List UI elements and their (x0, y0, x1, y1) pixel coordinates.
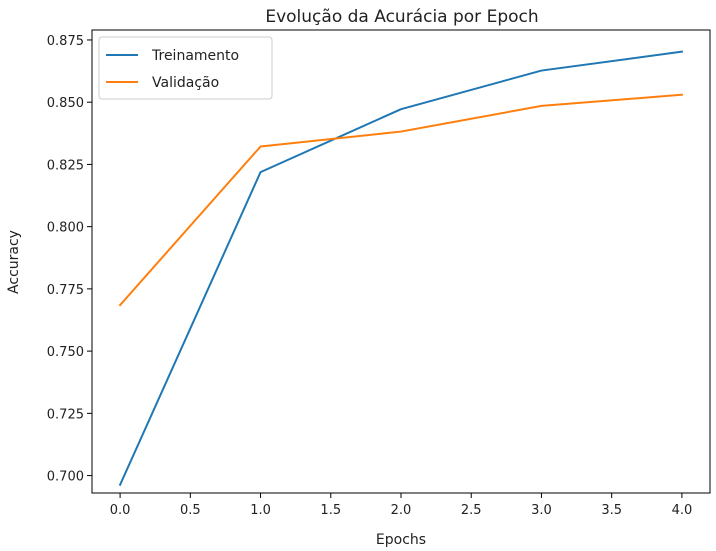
x-tick-label: 0.0 (110, 503, 131, 518)
legend-label: Validação (152, 75, 219, 91)
legend: Treinamento Validação (98, 36, 273, 100)
legend-label: Treinamento (151, 48, 239, 64)
legend-box (98, 36, 273, 100)
x-axis-ticks: 0.0 0.5 1.0 1.5 2.0 2.5 3.0 3.5 4.0 (110, 493, 693, 518)
series-line-validacao (118, 93, 683, 307)
x-tick-label: 3.0 (531, 503, 552, 518)
y-tick-label: 0.750 (47, 345, 84, 360)
x-tick-label: 0.5 (180, 503, 201, 518)
x-tick-label: 4.0 (672, 503, 693, 518)
x-tick-label: 3.5 (601, 503, 622, 518)
y-tick-label: 0.850 (47, 96, 84, 111)
y-axis-ticks: 0.700 0.725 0.750 0.775 0.800 0.825 0.850 0.875 (47, 34, 92, 485)
x-tick-label: 1.5 (320, 503, 341, 518)
series-line-treinamento (118, 50, 684, 487)
y-tick-label: 0.725 (47, 407, 84, 422)
x-tick-label: 2.5 (461, 503, 482, 518)
x-tick-label: 2.0 (391, 503, 412, 518)
x-tick-label: 1.0 (250, 503, 271, 518)
plot-area (118, 50, 684, 487)
y-axis-label: Accuracy (6, 230, 22, 294)
x-axis-label: Epochs (376, 532, 426, 548)
y-tick-label: 0.775 (47, 283, 84, 298)
y-tick-label: 0.875 (47, 34, 84, 49)
chart-title: Evolução da Acurácia por Epoch (265, 7, 538, 27)
y-tick-label: 0.800 (47, 221, 84, 236)
y-tick-label: 0.700 (47, 470, 84, 485)
y-tick-label: 0.825 (47, 158, 84, 173)
